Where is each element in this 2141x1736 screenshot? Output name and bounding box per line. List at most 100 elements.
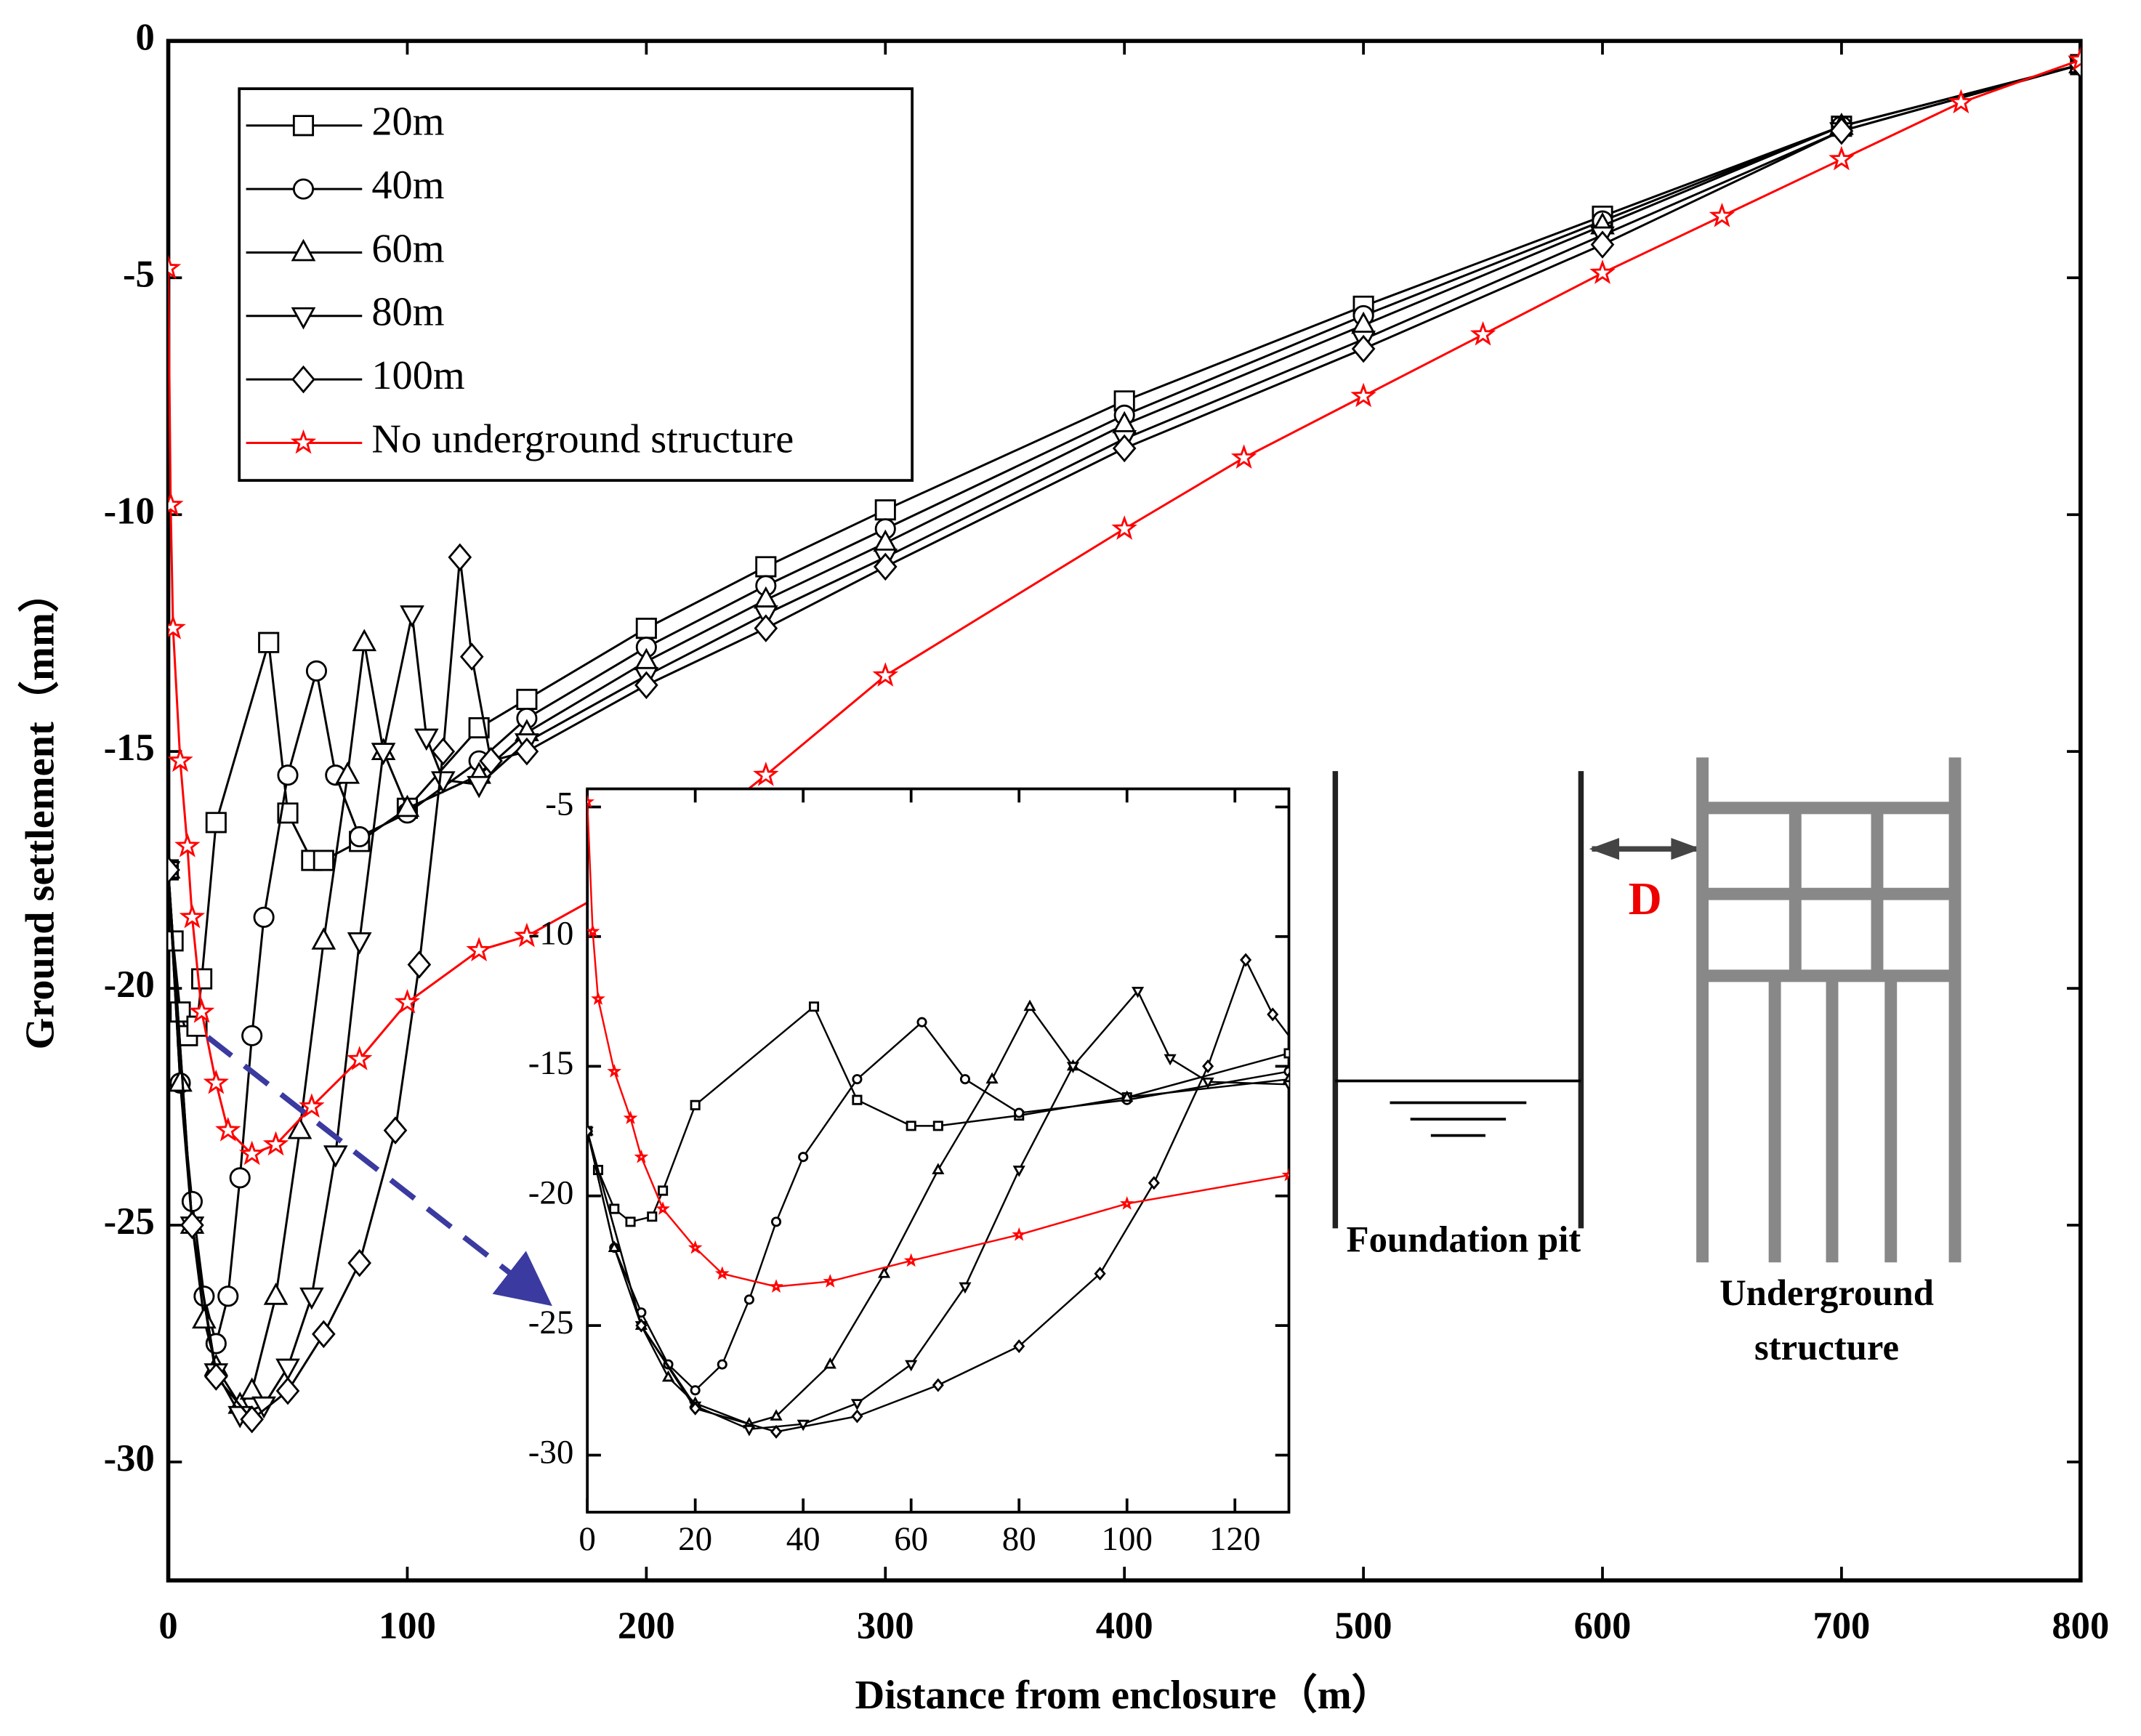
marker (656, 1201, 670, 1215)
series-line (587, 802, 1289, 1288)
marker (1014, 1107, 1025, 1118)
marker (305, 660, 328, 682)
marker (168, 615, 186, 639)
marker (204, 1362, 228, 1391)
marker (1829, 116, 1854, 145)
marker (290, 429, 317, 454)
marker (262, 1131, 289, 1156)
marker (769, 1279, 783, 1293)
marker (985, 1072, 999, 1084)
marker (587, 794, 594, 808)
marker (180, 1211, 204, 1240)
marker (1662, 1012, 1671, 1020)
marker (241, 1025, 263, 1046)
marker (168, 747, 193, 772)
marker (238, 1140, 265, 1166)
marker (1131, 986, 1145, 998)
marker (647, 1211, 658, 1222)
x-axis-title: Distance from enclosure（m） (855, 1672, 1392, 1718)
marker (1267, 1007, 1279, 1022)
plot-area (587, 794, 1940, 1439)
marker (253, 906, 275, 928)
marker (383, 1116, 408, 1144)
marker (587, 1124, 594, 1139)
marker (1023, 999, 1036, 1012)
marker (770, 1424, 783, 1439)
x-tick-label: 120 (1209, 1520, 1260, 1558)
marker (479, 746, 503, 775)
marker (215, 1116, 241, 1142)
x-tick-label: 300 (857, 1605, 914, 1647)
marker (240, 1405, 264, 1434)
marker (1948, 89, 1975, 114)
marker (1932, 993, 1940, 1004)
marker (754, 614, 778, 642)
marker (1662, 1022, 1671, 1030)
marker (591, 991, 605, 1005)
marker (275, 1376, 300, 1405)
marker (346, 1046, 373, 1070)
marker (1392, 1061, 1401, 1072)
marker (1392, 1051, 1401, 1059)
marker (959, 1282, 972, 1294)
x-tick-label: 0 (578, 1520, 595, 1558)
structure-label: Underground (1719, 1272, 1934, 1313)
marker (291, 365, 315, 394)
marker (607, 1064, 622, 1078)
marker (872, 662, 898, 687)
legend-label: 100m (371, 353, 464, 398)
marker (188, 998, 215, 1023)
marker (634, 1149, 649, 1163)
marker (1164, 1054, 1177, 1066)
marker (347, 932, 372, 955)
y-tick-label: -5 (123, 253, 155, 295)
marker (313, 849, 334, 871)
marker (431, 737, 456, 766)
marker (275, 1358, 300, 1381)
marker (299, 1093, 325, 1118)
x-tick-label: 200 (618, 1605, 675, 1647)
x-tick-label: 500 (1335, 1605, 1392, 1647)
marker (1932, 961, 1940, 969)
y-tick-label: -10 (528, 915, 574, 953)
x-tick-label: 400 (1096, 1605, 1153, 1647)
marker (1392, 1163, 1401, 1171)
marker (400, 605, 424, 628)
marker (852, 1074, 863, 1085)
marker (407, 950, 432, 979)
marker (292, 115, 315, 137)
marker (179, 903, 206, 929)
marker (168, 1069, 193, 1092)
marker (755, 556, 777, 578)
marker (1119, 1196, 1134, 1210)
marker (349, 825, 371, 848)
marker (1590, 230, 1615, 259)
marker (311, 927, 336, 950)
y-tick-label: -10 (104, 490, 155, 532)
marker (448, 543, 472, 572)
marker (690, 1385, 701, 1396)
marker (414, 728, 439, 751)
marker (1283, 1048, 1289, 1059)
x-tick-label: 100 (1102, 1520, 1153, 1558)
legend: 20m 40m 60m 80m 100m No underground structure (238, 87, 914, 482)
marker (1663, 1005, 1671, 1013)
y-tick-label: -25 (104, 1200, 155, 1243)
y-axis-title: Ground settlement（mm） (17, 572, 63, 1050)
x-tick-label: 600 (1574, 1605, 1632, 1647)
marker (168, 491, 184, 517)
marker (1012, 1227, 1027, 1241)
structure (1696, 757, 1961, 1263)
marker (905, 1360, 918, 1372)
marker (258, 631, 280, 653)
marker (689, 1401, 701, 1416)
marker (168, 254, 182, 280)
marker (516, 688, 538, 710)
marker (1662, 1025, 1671, 1035)
x-tick-label: 100 (379, 1605, 436, 1647)
marker (1148, 1176, 1160, 1190)
marker (2068, 46, 2081, 71)
marker (1240, 953, 1252, 967)
marker (743, 1294, 754, 1305)
zoom-arrow (206, 1035, 552, 1307)
